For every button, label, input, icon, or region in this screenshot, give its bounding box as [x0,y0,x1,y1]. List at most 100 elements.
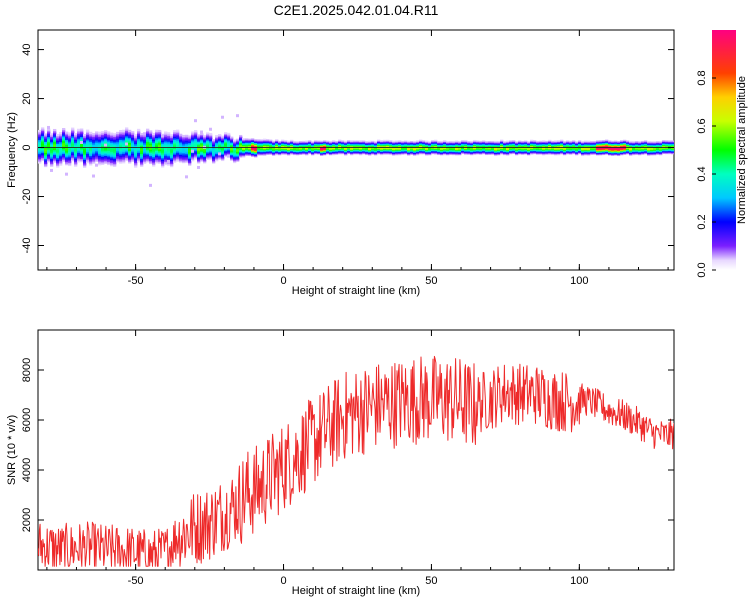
heatmap-cell [563,141,567,143]
heatmap-cell [620,150,624,153]
heatmap-cell [218,141,222,144]
heatmap-cell [533,147,537,150]
heatmap-cell [299,141,303,143]
spectrogram-y-tick-label: 40 [21,43,33,55]
heatmap-cell [326,144,330,146]
heatmap-cell [170,140,174,143]
heatmap-cell [275,145,279,147]
heatmap-cell [530,147,534,150]
heatmap-cell [431,147,435,150]
heatmap-cell [227,149,231,152]
heatmap-cell [221,149,225,152]
heatmap-cell [293,149,297,151]
heatmap-cell [233,158,237,160]
heatmap-speckle [209,127,212,131]
heatmap-cell [47,147,51,150]
heatmap-cell [662,142,666,144]
heatmap-cell [485,148,489,151]
heatmap-cell [38,131,42,134]
heatmap-cell [635,142,639,145]
heatmap-cell [359,148,363,150]
heatmap-cell [407,142,411,144]
heatmap-cell [263,138,267,140]
heatmap-cell [530,150,534,152]
heatmap-cell [239,150,243,153]
heatmap-cell [308,149,312,151]
heatmap-cell [431,141,435,143]
heatmap-cell [230,152,234,154]
heatmap-cell [38,158,42,161]
heatmap-cell [647,149,651,151]
heatmap-cell [557,151,561,153]
heatmap-cell [629,148,633,150]
heatmap-cell [74,148,78,152]
heatmap-cell [482,141,486,143]
heatmap-cell [473,152,477,154]
heatmap-cell [620,141,624,143]
heatmap-cell [179,152,183,156]
heatmap-cell [389,141,393,143]
heatmap-cell [539,151,543,153]
heatmap-cell [458,143,462,146]
heatmap-cell [392,147,396,149]
heatmap-cell [203,139,207,142]
heatmap-cell [338,146,342,148]
heatmap-cell [362,150,366,152]
heatmap-cell [221,142,225,145]
heatmap-cell [632,153,636,155]
heatmap-cell [179,133,183,136]
heatmap-cell [602,143,606,145]
heatmap-cell [380,147,384,149]
heatmap-cell [395,143,399,145]
heatmap-cell [329,150,333,153]
heatmap-cell [596,141,600,143]
heatmap-cell [122,145,126,148]
heatmap-cell [578,150,582,152]
heatmap-cell [38,137,42,140]
heatmap-cell [173,149,177,153]
heatmap-cell [281,145,285,147]
heatmap-cell [557,150,561,152]
heatmap-cell [209,148,213,151]
heatmap-cell [212,156,216,159]
heatmap-cell [314,149,318,152]
heatmap-cell [377,140,381,143]
heatmap-cell [365,151,369,154]
heatmap-cell [392,145,396,147]
heatmap-cell [659,145,663,148]
heatmap-cell [296,144,300,146]
heatmap-cell [119,139,123,142]
heatmap-cell [128,154,132,158]
heatmap-cell [101,151,105,154]
heatmap-cell [395,152,399,154]
heatmap-cell [239,143,243,146]
heatmap-cell [161,147,165,151]
heatmap-cell [410,142,414,144]
heatmap-cell [371,152,375,155]
heatmap-cell [638,145,642,148]
heatmap-cell [98,133,102,136]
heatmap-cell [431,141,435,143]
heatmap-cell [497,142,501,144]
heatmap-cell [206,137,210,140]
heatmap-cell [281,140,285,143]
heatmap-cell [596,147,600,150]
heatmap-cell [215,153,219,156]
heatmap-cell [53,141,57,144]
heatmap-cell [290,152,294,154]
heatmap-cell [143,152,147,155]
heatmap-cell [263,148,267,150]
heatmap-cell [233,159,237,161]
heatmap-cell [77,141,81,144]
heatmap-cell [587,152,591,154]
heatmap-cell [557,145,561,148]
heatmap-cell [83,138,87,141]
heatmap-cell [50,133,54,136]
heatmap-cell [257,145,261,148]
heatmap-cell [509,145,513,147]
heatmap-cell [419,141,423,143]
heatmap-cell [137,144,141,147]
heatmap-cell [101,137,105,140]
heatmap-cell [41,152,45,155]
heatmap-cell [314,150,318,152]
